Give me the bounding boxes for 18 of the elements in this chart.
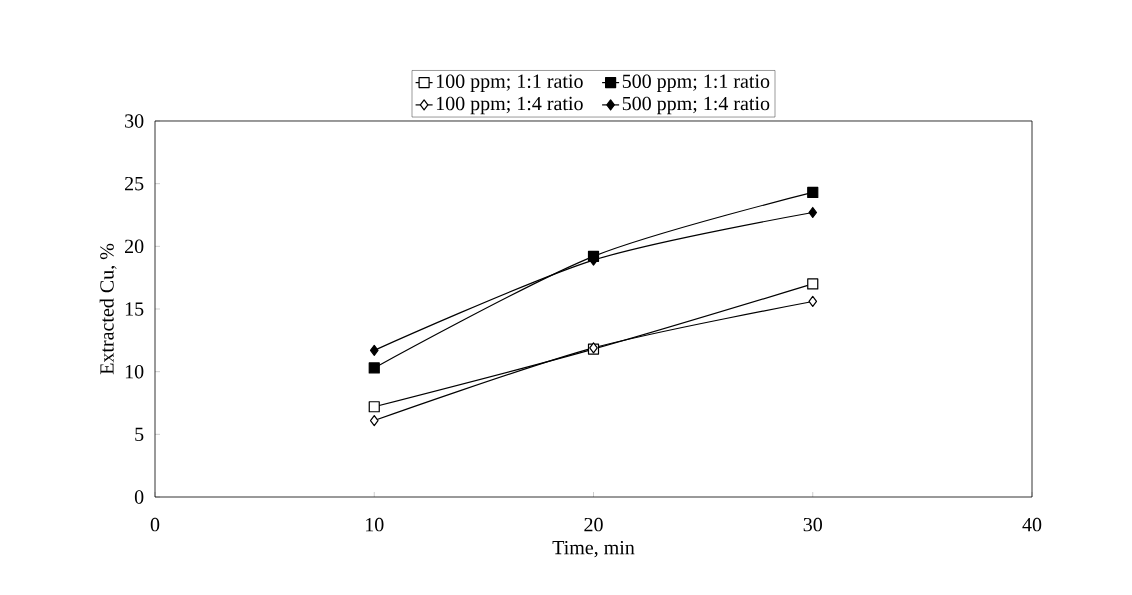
x-tick-label: 0 (150, 517, 160, 532)
x-tick-label: 30 (803, 517, 822, 532)
x-tick-label: 40 (1022, 517, 1042, 532)
y-axis-title: Extracted Cu, % (99, 243, 117, 375)
y-tick-label: 5 (135, 427, 144, 441)
legend-label: 500 ppm; 1:4 ratio (622, 96, 770, 115)
legend-label: 100 ppm; 1:1 ratio (436, 74, 583, 93)
x-tick-label: 10 (366, 517, 384, 532)
y-tick-label: 30 (125, 114, 144, 128)
x-axis-title: Time, min (552, 540, 635, 558)
y-tick-label: 25 (125, 176, 144, 191)
x-tick-label: 20 (584, 517, 603, 532)
y-tick-label: 0 (134, 490, 144, 504)
legend-label: 100 ppm; 1:4 ratio (436, 96, 583, 115)
y-tick-label: 10 (125, 364, 144, 379)
y-tick-label: 15 (125, 302, 144, 316)
y-tick-label: 20 (125, 239, 144, 254)
legend-label: 500 ppm; 1:1 ratio (622, 74, 770, 93)
